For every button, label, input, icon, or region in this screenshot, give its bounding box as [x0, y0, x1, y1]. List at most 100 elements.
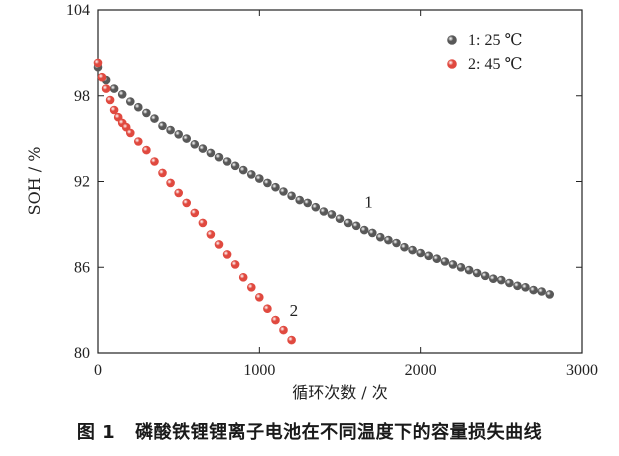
data-point: [343, 218, 353, 228]
series-label: 2: [290, 301, 299, 320]
legend: 1: 25 ℃ 2: 45 ℃: [447, 32, 522, 73]
y-tick-label: 98: [74, 88, 90, 105]
axis-ticks: 0 1000 2000 3000 80 86 92 98 104: [66, 2, 598, 379]
data-point: [247, 170, 256, 179]
data-point: [142, 108, 151, 118]
series-2: 2: [93, 58, 299, 345]
data-point: [375, 232, 385, 242]
data-point: [416, 248, 426, 258]
data-point: [287, 335, 296, 345]
data-point: [440, 257, 450, 266]
data-point: [150, 157, 159, 166]
data-point: [424, 251, 434, 261]
data-points: 12: [93, 58, 555, 345]
data-point: [432, 254, 442, 264]
data-point: [359, 225, 369, 235]
y-tick-label: 92: [74, 174, 90, 191]
data-point: [174, 130, 183, 139]
data-point: [263, 178, 272, 188]
data-point: [392, 238, 401, 248]
x-tick-label: 3000: [566, 362, 598, 379]
data-point: [158, 121, 167, 131]
data-point: [126, 97, 135, 106]
data-point: [545, 290, 555, 299]
y-axis-title: SOH / %: [25, 147, 44, 216]
data-point: [472, 268, 482, 278]
data-point: [271, 182, 280, 192]
data-point: [529, 285, 538, 295]
figure-caption-text: 磷酸铁锂锂离子电池在不同温度下的容量损失曲线: [135, 422, 543, 443]
data-point: [319, 207, 329, 216]
data-point: [287, 191, 296, 201]
data-point: [464, 265, 474, 275]
data-point: [335, 214, 345, 223]
data-point: [105, 95, 115, 105]
data-point: [198, 144, 208, 153]
data-point: [537, 287, 547, 296]
data-point: [295, 195, 305, 205]
data-point: [400, 242, 409, 252]
data-point: [126, 128, 135, 138]
y-tick-label: 104: [66, 2, 90, 19]
data-point: [214, 240, 224, 249]
data-point: [182, 198, 191, 208]
legend-marker: [447, 35, 457, 45]
data-point: [158, 168, 167, 178]
data-point: [109, 105, 119, 115]
data-point: [230, 161, 240, 171]
data-point: [408, 245, 417, 255]
data-point: [142, 145, 151, 155]
x-tick-label: 2000: [405, 362, 437, 379]
figure-caption: 图 1 磷酸铁锂锂离子电池在不同温度下的容量损失曲线: [0, 418, 619, 444]
data-point: [505, 278, 514, 288]
data-point: [311, 202, 321, 212]
data-point: [190, 208, 200, 218]
data-point: [206, 148, 216, 158]
data-point: [190, 140, 200, 149]
data-point: [166, 178, 175, 188]
data-point: [521, 282, 530, 292]
legend-label: 2: 45 ℃: [468, 56, 522, 73]
y-tick-label: 80: [74, 345, 90, 362]
data-point: [303, 198, 313, 208]
data-point: [351, 221, 361, 231]
data-point: [496, 275, 506, 285]
data-point: [134, 137, 143, 146]
data-point: [97, 72, 107, 82]
data-point: [166, 125, 175, 135]
data-point: [254, 174, 264, 183]
data-point: [230, 260, 240, 269]
data-point: [222, 250, 232, 259]
series-1: 1: [93, 62, 555, 299]
data-point: [109, 84, 119, 93]
data-point: [198, 218, 208, 228]
data-point: [101, 84, 111, 93]
x-axis-title: 循环次数 / 次: [292, 383, 388, 402]
data-point: [222, 157, 232, 166]
data-point: [456, 262, 466, 272]
data-point: [327, 210, 337, 219]
x-tick-label: 1000: [243, 362, 275, 379]
x-tick-label: 0: [94, 362, 102, 379]
data-point: [134, 102, 143, 112]
figure-number: 图 1: [76, 422, 116, 443]
data-point: [279, 187, 288, 196]
data-point: [263, 304, 272, 314]
data-point: [448, 260, 458, 269]
data-point: [279, 325, 288, 335]
data-point: [150, 114, 159, 123]
data-point: [488, 274, 498, 284]
y-tick-label: 86: [74, 259, 90, 276]
data-point: [238, 165, 248, 175]
data-point: [117, 90, 127, 99]
series-label: 1: [364, 193, 373, 212]
data-point: [206, 230, 216, 239]
data-point: [271, 315, 280, 325]
data-point: [182, 134, 191, 143]
data-point: [367, 228, 377, 238]
data-point: [174, 188, 183, 198]
data-point: [513, 281, 522, 291]
data-point: [254, 292, 264, 302]
legend-marker: [447, 59, 457, 69]
